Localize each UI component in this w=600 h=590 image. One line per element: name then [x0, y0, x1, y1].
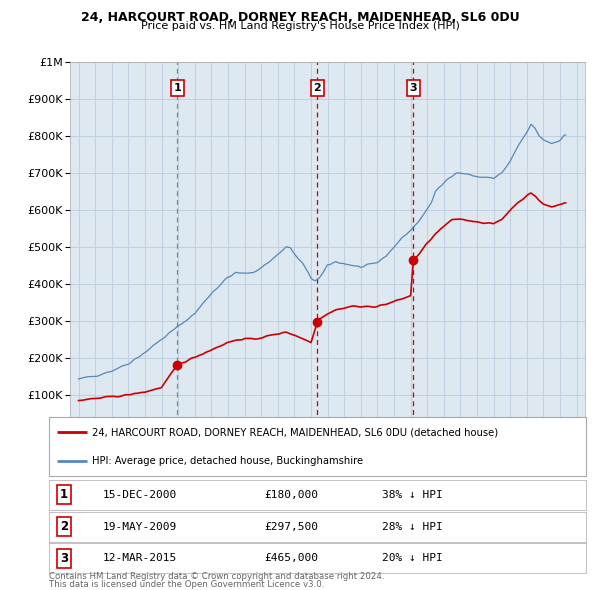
Text: This data is licensed under the Open Government Licence v3.0.: This data is licensed under the Open Gov…	[49, 580, 325, 589]
Text: 38% ↓ HPI: 38% ↓ HPI	[382, 490, 443, 500]
Text: 3: 3	[60, 552, 68, 565]
Text: £465,000: £465,000	[264, 553, 318, 563]
Text: 20% ↓ HPI: 20% ↓ HPI	[382, 553, 443, 563]
Text: 3: 3	[410, 83, 417, 93]
Text: Contains HM Land Registry data © Crown copyright and database right 2024.: Contains HM Land Registry data © Crown c…	[49, 572, 385, 581]
Text: 12-MAR-2015: 12-MAR-2015	[103, 553, 177, 563]
Text: £297,500: £297,500	[264, 522, 318, 532]
Text: 19-MAY-2009: 19-MAY-2009	[103, 522, 177, 532]
Text: 1: 1	[173, 83, 181, 93]
Text: 24, HARCOURT ROAD, DORNEY REACH, MAIDENHEAD, SL6 0DU: 24, HARCOURT ROAD, DORNEY REACH, MAIDENH…	[80, 11, 520, 24]
Text: 24, HARCOURT ROAD, DORNEY REACH, MAIDENHEAD, SL6 0DU (detached house): 24, HARCOURT ROAD, DORNEY REACH, MAIDENH…	[92, 428, 498, 437]
Text: £180,000: £180,000	[264, 490, 318, 500]
Text: HPI: Average price, detached house, Buckinghamshire: HPI: Average price, detached house, Buck…	[92, 456, 363, 466]
Text: 28% ↓ HPI: 28% ↓ HPI	[382, 522, 443, 532]
Text: 2: 2	[313, 83, 321, 93]
Text: 1: 1	[60, 488, 68, 501]
Text: 15-DEC-2000: 15-DEC-2000	[103, 490, 177, 500]
Text: Price paid vs. HM Land Registry's House Price Index (HPI): Price paid vs. HM Land Registry's House …	[140, 21, 460, 31]
Text: 2: 2	[60, 520, 68, 533]
